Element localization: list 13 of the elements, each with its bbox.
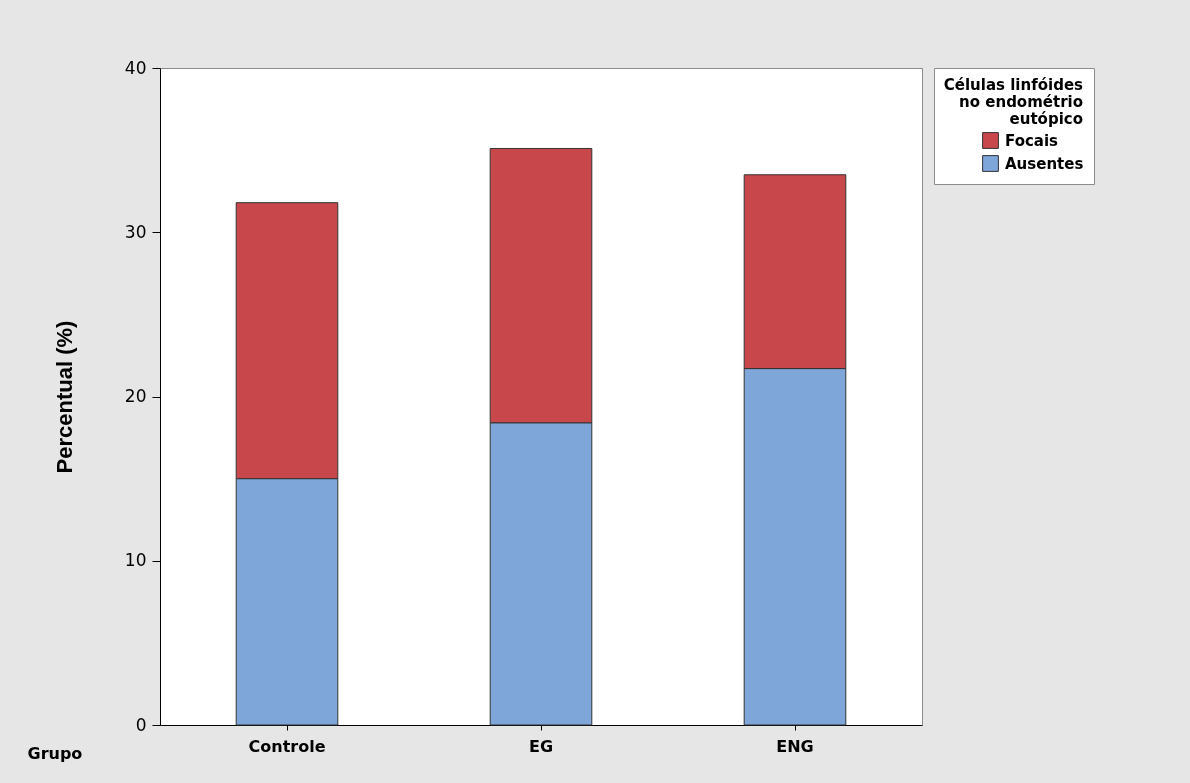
legend-title: Células linfóides no endométrio eutópico	[943, 76, 1084, 128]
y-tick-label: 20	[124, 386, 147, 406]
y-tick-label: 30	[124, 221, 147, 242]
x-axis-title: Grupo	[27, 743, 83, 763]
y-tick-label: 40	[124, 57, 147, 78]
legend-label: Focais	[1005, 131, 1059, 150]
legend-label: Ausentes	[1005, 154, 1084, 173]
x-tick-label: ENG	[776, 736, 814, 756]
y-tick-label: 10	[124, 550, 147, 571]
y-axis-title: Percentual (%)	[51, 320, 77, 474]
y-tick-label: 0	[135, 714, 147, 735]
x-tick-label: EG	[528, 736, 554, 756]
x-tick-label: Controle	[248, 736, 326, 756]
